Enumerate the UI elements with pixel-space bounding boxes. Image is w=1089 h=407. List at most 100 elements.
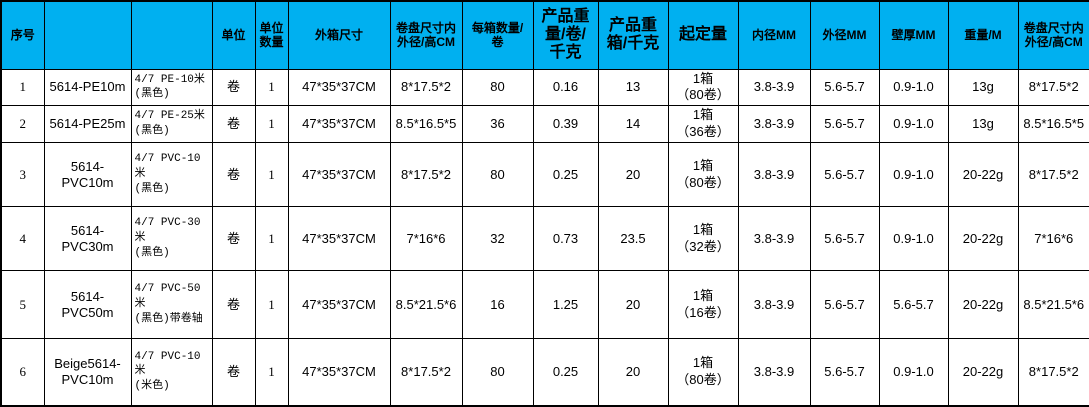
cell-r1c15: 13g — [947, 68, 1019, 107]
cell-r2c4: 卷 — [211, 105, 256, 144]
cell-r4c2: 5614- PVC30m — [43, 206, 132, 272]
cell-r2c1: 2 — [0, 105, 45, 144]
cell-r4c9: 0.73 — [532, 206, 599, 272]
cell-r3c9: 0.25 — [532, 142, 599, 208]
cell-r2c14: 0.9-1.0 — [878, 105, 949, 144]
header-cell-0: 序号 — [0, 0, 45, 70]
cell-r5c10: 20 — [597, 270, 669, 340]
cell-r2c3: 4/7 PE-25米 (黑色) — [130, 105, 213, 144]
cell-r1c13: 5.6-5.7 — [809, 68, 880, 107]
cell-r2c12: 3.8-3.9 — [737, 105, 811, 144]
cell-r4c14: 0.9-1.0 — [878, 206, 949, 272]
table-row-3: 3 5614- PVC10m 4/7 PVC-10米 (黑色) 卷 1 47*35*37C… — [0, 142, 1089, 208]
cell-r2c7: 8.5*16.5*5 — [389, 105, 463, 144]
cell-r3c13: 5.6-5.7 — [809, 142, 880, 208]
cell-r1c9: 0.16 — [532, 68, 599, 107]
cell-r5c7: 8.5*21.5*6 — [389, 270, 463, 340]
cell-r4c4: 卷 — [211, 206, 256, 272]
cell-r5c1: 5 — [0, 270, 45, 340]
cell-r5c2: 5614- PVC50m — [43, 270, 132, 340]
cell-r4c11: 1箱 （32卷） — [667, 206, 739, 272]
table-row-4: 4 5614- PVC30m 4/7 PVC-30米 (黑色) 卷 1 47*35*37C… — [0, 206, 1089, 272]
cell-r1c14: 0.9-1.0 — [878, 68, 949, 107]
cell-r4c5: 1 — [254, 206, 289, 272]
header-row: 序号 单位 单位 数量 外箱尺寸 卷盘尺寸内 外径/高CM 每箱数量/ 卷产品重 量/卷/… — [0, 0, 1089, 70]
cell-r5c16: 8.5*21.5*6 — [1017, 270, 1089, 340]
cell-r4c6: 47*35*37CM — [287, 206, 391, 272]
cell-r6c11: 1箱 （80卷） — [667, 338, 739, 407]
header-cell-7: 每箱数量/ 卷 — [461, 0, 534, 70]
cell-r6c4: 卷 — [211, 338, 256, 407]
cell-r5c11: 1箱 （16卷） — [667, 270, 739, 340]
cell-r6c7: 8*17.5*2 — [389, 338, 463, 407]
cell-r3c10: 20 — [597, 142, 669, 208]
cell-r6c9: 0.25 — [532, 338, 599, 407]
cell-r6c2: Beige5614- PVC10m — [43, 338, 132, 407]
cell-r6c8: 80 — [461, 338, 534, 407]
cell-r3c6: 47*35*37CM — [287, 142, 391, 208]
cell-r2c15: 13g — [947, 105, 1019, 144]
header-cell-1 — [43, 0, 132, 70]
cell-r4c8: 32 — [461, 206, 534, 272]
cell-r6c16: 8*17.5*2 — [1017, 338, 1089, 407]
cell-r2c6: 47*35*37CM — [287, 105, 391, 144]
table-header-row: 序号 单位 单位 数量 外箱尺寸 卷盘尺寸内 外径/高CM 每箱数量/ 卷产品重 量/卷/… — [0, 0, 1089, 70]
cell-r3c15: 20-22g — [947, 142, 1019, 208]
cell-r6c6: 47*35*37CM — [287, 338, 391, 407]
table-body: 1 5614-PE10m 4/7 PE-10米 (黑色) 卷 1 47*35*37CM 8*… — [0, 68, 1089, 407]
cell-r1c12: 3.8-3.9 — [737, 68, 811, 107]
cell-r6c10: 20 — [597, 338, 669, 407]
cell-r3c14: 0.9-1.0 — [878, 142, 949, 208]
cell-r1c8: 80 — [461, 68, 534, 107]
cell-r1c11: 1箱 （80卷） — [667, 68, 739, 107]
cell-r2c10: 14 — [597, 105, 669, 144]
cell-r5c5: 1 — [254, 270, 289, 340]
cell-r6c5: 1 — [254, 338, 289, 407]
header-cell-3: 单位 — [211, 0, 256, 70]
header-cell-2 — [130, 0, 213, 70]
cell-r1c10: 13 — [597, 68, 669, 107]
cell-r3c1: 3 — [0, 142, 45, 208]
cell-r5c15: 20-22g — [947, 270, 1019, 340]
cell-r4c10: 23.5 — [597, 206, 669, 272]
cell-r4c16: 7*16*6 — [1017, 206, 1089, 272]
header-cell-12: 外径MM — [809, 0, 880, 70]
cell-r4c12: 3.8-3.9 — [737, 206, 811, 272]
cell-r6c3: 4/7 PVC-10米 (米色) — [130, 338, 213, 407]
header-cell-8: 产品重 量/卷/ 千克 — [532, 0, 599, 70]
cell-r6c1: 6 — [0, 338, 45, 407]
cell-r3c3: 4/7 PVC-10米 (黑色) — [130, 142, 213, 208]
cell-r5c6: 47*35*37CM — [287, 270, 391, 340]
cell-r3c4: 卷 — [211, 142, 256, 208]
cell-r3c11: 1箱 （80卷） — [667, 142, 739, 208]
cell-r3c2: 5614- PVC10m — [43, 142, 132, 208]
cell-r5c4: 卷 — [211, 270, 256, 340]
header-cell-14: 重量/M — [947, 0, 1019, 70]
cell-r2c9: 0.39 — [532, 105, 599, 144]
header-cell-13: 壁厚MM — [878, 0, 949, 70]
cell-r3c5: 1 — [254, 142, 289, 208]
header-cell-10: 起定量 — [667, 0, 739, 70]
cell-r5c3: 4/7 PVC-50米 (黑色)带卷轴 — [130, 270, 213, 340]
cell-r3c7: 8*17.5*2 — [389, 142, 463, 208]
header-cell-6: 卷盘尺寸内 外径/高CM — [389, 0, 463, 70]
cell-r2c16: 8.5*16.5*5 — [1017, 105, 1089, 144]
cell-r6c12: 3.8-3.9 — [737, 338, 811, 407]
cell-r1c3: 4/7 PE-10米 (黑色) — [130, 68, 213, 107]
cell-r2c11: 1箱 （36卷） — [667, 105, 739, 144]
cell-r6c14: 0.9-1.0 — [878, 338, 949, 407]
cell-r3c16: 8*17.5*2 — [1017, 142, 1089, 208]
cell-r2c13: 5.6-5.7 — [809, 105, 880, 144]
cell-r5c13: 5.6-5.7 — [809, 270, 880, 340]
cell-r1c16: 8*17.5*2 — [1017, 68, 1089, 107]
cell-r2c8: 36 — [461, 105, 534, 144]
header-cell-5: 外箱尺寸 — [287, 0, 391, 70]
cell-r5c12: 3.8-3.9 — [737, 270, 811, 340]
table-row-1: 1 5614-PE10m 4/7 PE-10米 (黑色) 卷 1 47*35*37CM 8*… — [0, 68, 1089, 107]
cell-r1c4: 卷 — [211, 68, 256, 107]
cell-r2c2: 5614-PE25m — [43, 105, 132, 144]
cell-r3c12: 3.8-3.9 — [737, 142, 811, 208]
table-row-6: 6 Beige5614- PVC10m 4/7 PVC-10米 (米色) 卷 1 47*3… — [0, 338, 1089, 407]
